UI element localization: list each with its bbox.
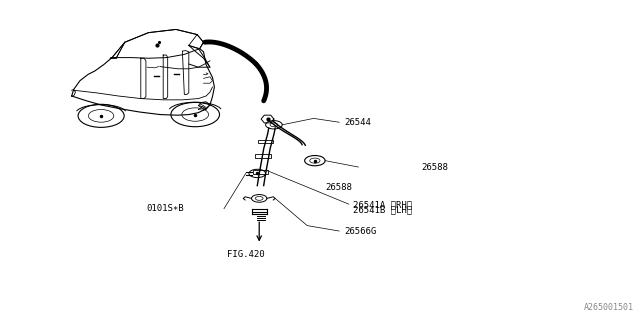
Bar: [258, 140, 273, 143]
Text: 26541B 〈LH〉: 26541B 〈LH〉: [353, 206, 412, 215]
Text: 26541A 〈RH〉: 26541A 〈RH〉: [353, 200, 412, 209]
Text: A265001501: A265001501: [584, 303, 634, 312]
Text: 26588: 26588: [325, 183, 352, 192]
Text: FIG.420: FIG.420: [227, 250, 265, 259]
Text: 26566G: 26566G: [344, 227, 376, 236]
Bar: [253, 170, 268, 174]
Text: 26544: 26544: [344, 118, 371, 127]
Bar: [255, 154, 271, 158]
Text: 0101S∗B: 0101S∗B: [146, 204, 184, 213]
Text: 26588: 26588: [421, 163, 448, 172]
